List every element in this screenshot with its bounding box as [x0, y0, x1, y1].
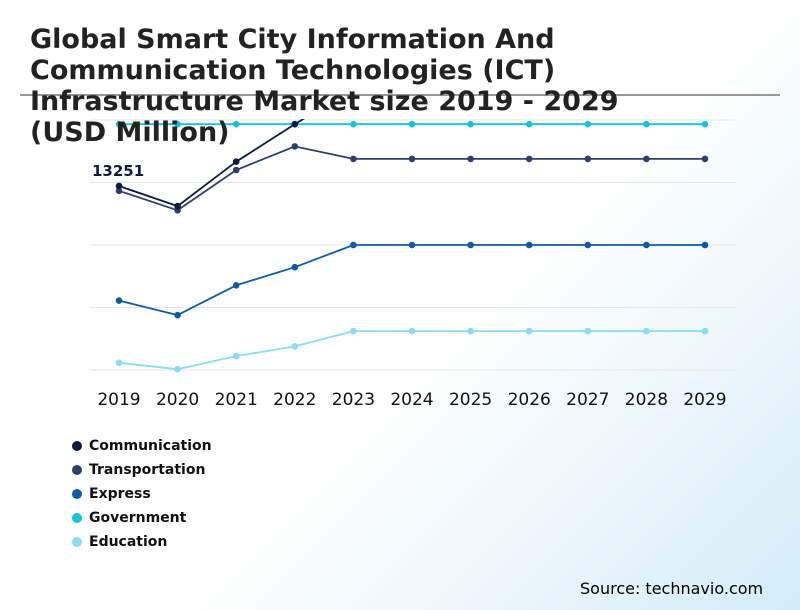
data-point-transportation	[232, 166, 240, 174]
data-point-government	[525, 120, 533, 128]
data-point-express	[291, 263, 299, 271]
data-point-express	[115, 297, 123, 304]
legend-item-government: Government	[72, 506, 212, 530]
legend-marker	[72, 489, 82, 499]
data-point-education	[701, 327, 709, 335]
annotations: 13251	[92, 162, 144, 180]
data-point-government	[115, 120, 123, 128]
data-point-education	[291, 343, 299, 350]
x-tick-label: 2026	[508, 390, 551, 410]
data-point-education	[525, 327, 533, 335]
data-point-education	[584, 327, 592, 335]
legend-marker	[72, 465, 82, 475]
x-tick-label: 2025	[449, 390, 492, 410]
data-point-government	[467, 120, 474, 128]
legend-item-communication: Communication	[72, 434, 212, 458]
legend-label: Express	[89, 486, 151, 502]
data-point-education	[232, 352, 240, 360]
data-point-transportation	[643, 155, 650, 163]
legend-item-education: Education	[72, 530, 212, 554]
legend-item-express: Express	[72, 482, 212, 506]
data-point-transportation	[291, 143, 299, 150]
x-tick-label: 2019	[97, 390, 140, 410]
x-tick-label: 2027	[566, 390, 609, 410]
legend-item-transportation: Transportation	[72, 458, 212, 482]
data-point-government	[584, 120, 592, 128]
data-point-transportation	[350, 155, 357, 163]
data-point-transportation	[701, 155, 709, 163]
series-line-express	[118, 244, 705, 317]
data-point-government	[701, 120, 709, 128]
data-point-express	[701, 241, 709, 249]
x-tick-label: 2021	[215, 390, 258, 410]
data-point-express	[584, 241, 592, 249]
data-point-communication	[174, 202, 181, 210]
x-tick-label: 2028	[625, 390, 668, 410]
data-point-education	[467, 327, 474, 335]
data-point-education	[174, 365, 181, 373]
data-point-education	[115, 359, 123, 367]
data-point-education	[408, 327, 416, 335]
data-point-express	[643, 241, 650, 249]
series-points	[115, 85, 709, 373]
x-axis-ticks: 2019 2020 2021 2022 2023 2024 2025 2026 2027 2028…	[97, 390, 726, 410]
data-point-education	[643, 327, 650, 335]
chart-title: Global Smart City Information And Commun…	[30, 24, 619, 148]
legend-marker	[72, 537, 82, 547]
data-point-communication	[291, 120, 299, 128]
data-point-transportation	[467, 155, 474, 163]
legend-label: Transportation	[89, 462, 206, 478]
data-point-communication	[702, 85, 709, 92]
x-tick-label: 2020	[156, 390, 199, 410]
x-tick-label: 2029	[683, 390, 726, 410]
source-credit: Source: technavio.com	[580, 579, 764, 598]
series-line-education	[118, 330, 705, 371]
data-point-express	[467, 241, 474, 249]
data-point-government	[350, 120, 357, 128]
legend: Communication Transportation Express Govern…	[72, 434, 212, 554]
legend-marker	[72, 513, 82, 523]
data-point-government	[174, 120, 181, 128]
data-point-transportation	[408, 155, 416, 163]
data-point-express	[525, 241, 533, 249]
data-point-education	[350, 327, 357, 335]
x-tick-label: 2024	[390, 390, 433, 410]
data-label: 13251	[92, 162, 144, 180]
data-point-express	[174, 311, 181, 319]
data-point-government	[643, 120, 650, 128]
data-point-transportation	[525, 155, 533, 163]
legend-label: Government	[89, 510, 187, 526]
data-point-express	[350, 241, 357, 249]
x-tick-label: 2023	[332, 390, 375, 410]
data-point-communication	[232, 158, 240, 165]
data-point-government	[408, 120, 416, 128]
data-point-communication	[115, 182, 123, 190]
legend-marker	[72, 441, 82, 451]
data-point-government	[232, 120, 240, 128]
data-point-express	[232, 281, 240, 289]
x-tick-label: 2022	[273, 390, 316, 410]
legend-label: Communication	[89, 438, 212, 454]
data-point-transportation	[115, 187, 123, 195]
data-point-transportation	[584, 155, 592, 163]
series-line-communication	[118, 119, 305, 208]
data-point-express	[408, 241, 416, 249]
legend-label: Education	[89, 534, 168, 550]
